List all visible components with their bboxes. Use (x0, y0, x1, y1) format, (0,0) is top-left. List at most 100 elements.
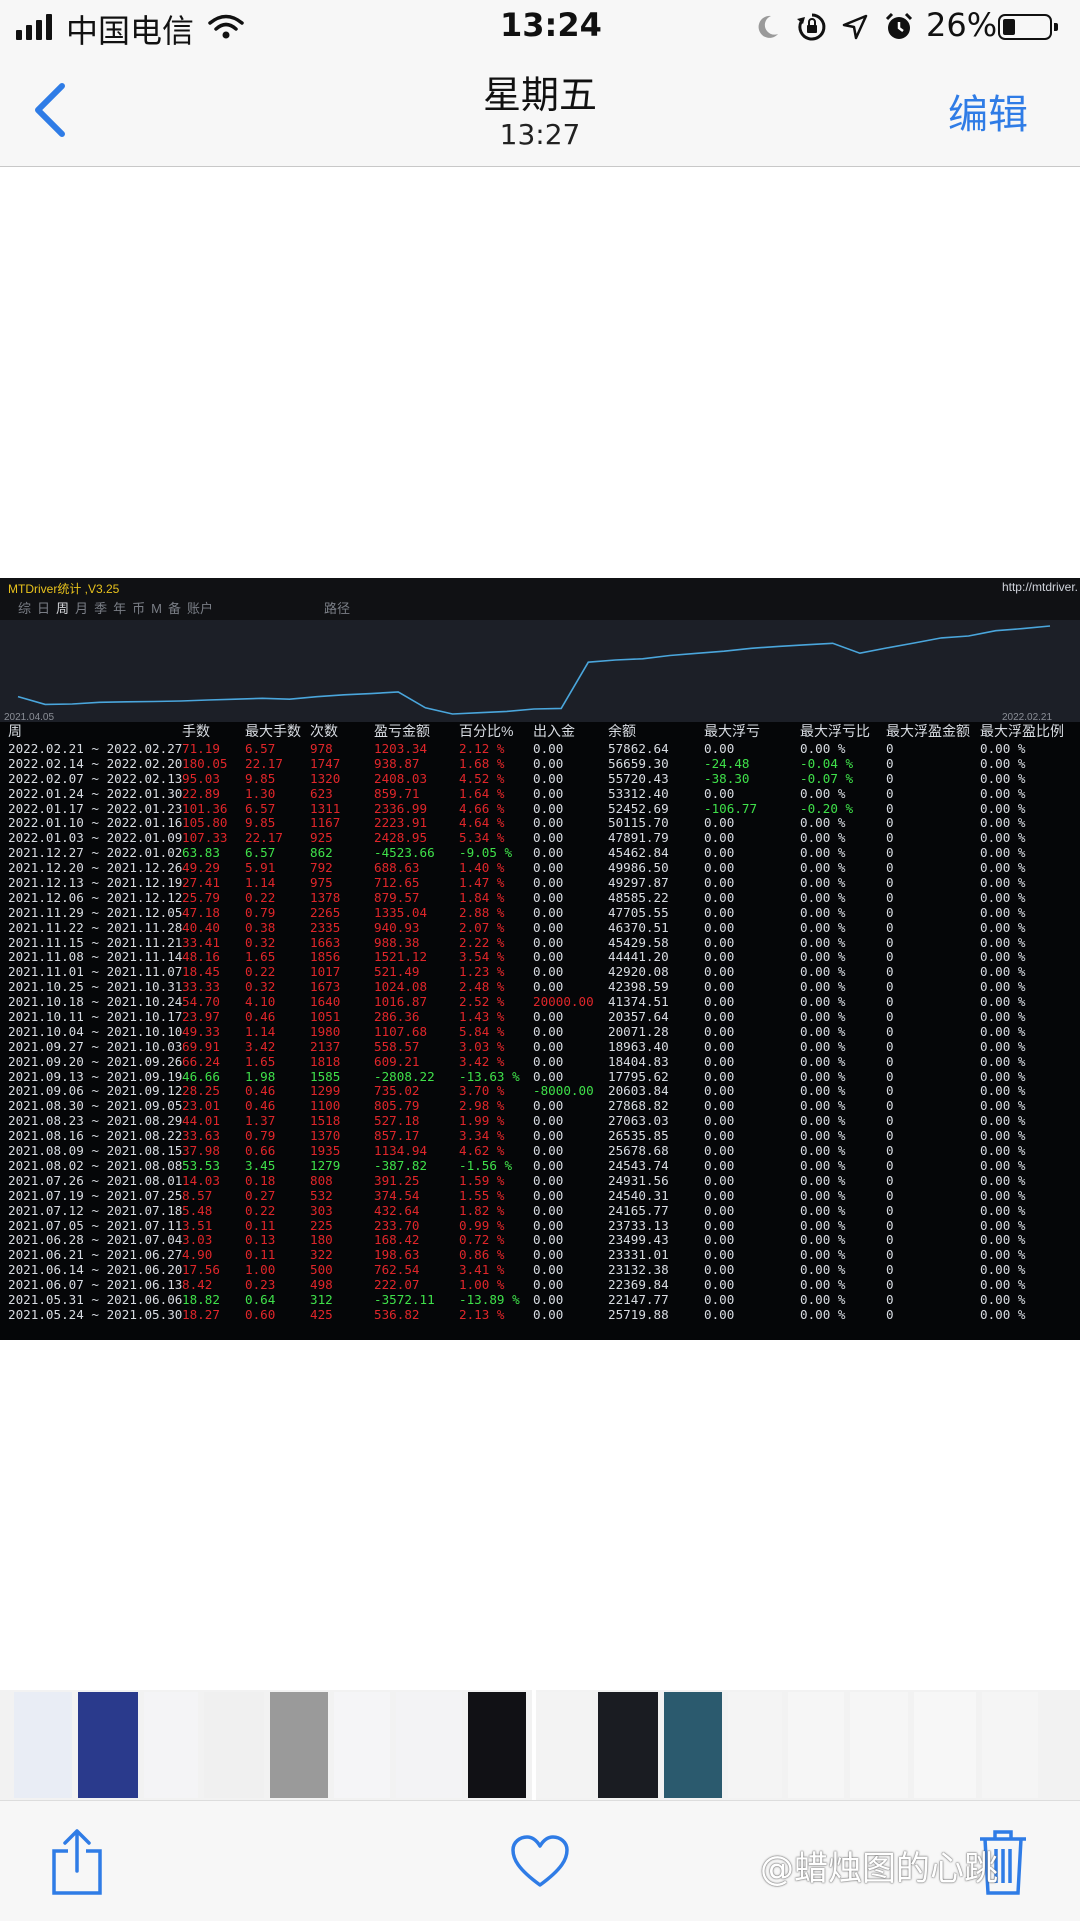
table-cell: 49.33 (182, 1023, 220, 1039)
table-cell: 14.03 (182, 1172, 220, 1188)
table-cell: 1663 (310, 934, 341, 950)
table-cell: 45462.84 (608, 845, 669, 861)
table-cell: 0.00 (533, 741, 564, 756)
table-cell: 5.91 (245, 860, 276, 876)
table-cell: 1.59 % (459, 1172, 505, 1188)
table-cell: 0 (886, 1172, 894, 1188)
period-tab[interactable]: 周 (56, 601, 70, 616)
filmstrip-thumbnail[interactable] (396, 1692, 462, 1798)
filmstrip-thumbnail[interactable] (598, 1692, 658, 1798)
table-cell: 623 (310, 785, 333, 801)
table-cell: 53312.40 (608, 785, 669, 801)
filmstrip-thumbnail[interactable] (144, 1692, 198, 1798)
table-cell: 0.00 (704, 949, 735, 965)
table-cell: 2021.12.20 ~ 2021.12.26 (8, 860, 183, 876)
table-cell: 1.55 % (459, 1187, 505, 1203)
heart-icon[interactable] (510, 1835, 570, 1889)
table-cell: 0.00 % (800, 1262, 846, 1278)
column-header: 百分比% (459, 723, 514, 739)
table-cell: 2021.09.06 ~ 2021.09.12 (8, 1083, 183, 1099)
table-cell: 0 (886, 919, 894, 935)
table-cell: 3.51 (182, 1217, 213, 1233)
table-cell: 0.00 % (800, 1291, 846, 1307)
table-cell: 0.00 (704, 1128, 735, 1144)
table-cell: 0.00 % (800, 994, 846, 1010)
back-button[interactable] (22, 78, 82, 138)
filmstrip-thumbnail[interactable] (204, 1692, 264, 1798)
table-cell: 1.40 % (459, 860, 505, 876)
table-row: 2022.02.14 ~ 2022.02.20 180.05 22.17 1747 93… (0, 755, 1080, 772)
table-cell: 0 (886, 800, 894, 816)
table-cell: 792 (310, 860, 333, 876)
table-cell: 25.79 (182, 889, 220, 905)
table-cell: 0 (886, 1113, 894, 1129)
orientation-lock-icon (797, 13, 826, 41)
filmstrip-thumbnail[interactable] (914, 1692, 976, 1798)
period-tab[interactable]: M (151, 601, 162, 616)
table-row: 2021.06.07 ~ 2021.06.13 8.42 0.23 498 222.07… (0, 1277, 1080, 1293)
filmstrip-thumbnail[interactable] (850, 1692, 908, 1798)
table-cell: 0.00 (533, 979, 564, 995)
table-cell: 1134.94 (374, 1143, 428, 1159)
table-cell: 1518 (310, 1113, 341, 1129)
filmstrip-thumbnail[interactable] (270, 1692, 328, 1798)
filmstrip-thumbnail[interactable] (788, 1692, 844, 1798)
filmstrip-thumbnail[interactable] (14, 1692, 72, 1798)
period-tab[interactable]: 月 (75, 601, 89, 616)
table-cell: 0.00 % (800, 904, 846, 920)
table-row: 2021.09.13 ~ 2021.09.19 46.66 1.98 1585 -280… (0, 1069, 1080, 1085)
period-tab[interactable]: 日 (37, 601, 51, 616)
table-cell: 2021.06.21 ~ 2021.06.27 (8, 1247, 183, 1263)
table-cell: 107.33 (182, 830, 228, 846)
table-cell: 1100 (310, 1098, 341, 1114)
filmstrip-thumbnail[interactable] (532, 1692, 592, 1798)
table-cell: 0.00 % (980, 1232, 1026, 1248)
period-tab[interactable]: 综 (18, 601, 32, 616)
table-cell: 0.00 % (980, 800, 1026, 816)
table-cell: 0.00 % (800, 1098, 846, 1114)
table-cell: 0 (886, 934, 894, 950)
table-cell: 805.79 (374, 1098, 420, 1114)
filmstrip-thumbnail[interactable] (468, 1692, 526, 1798)
table-cell: 4.66 % (459, 800, 505, 816)
table-cell: 0.00 (533, 815, 564, 831)
table-cell: 2021.10.04 ~ 2021.10.10 (8, 1023, 183, 1039)
table-cell: 857.17 (374, 1128, 420, 1144)
table-cell: 33.33 (182, 979, 220, 995)
period-tab[interactable]: 备 (167, 601, 181, 616)
photo-viewer[interactable]: MTDriver统计 ,V3.25 http://mtdriver. 综日周月季… (0, 167, 1080, 1690)
filmstrip-thumbnail[interactable] (78, 1692, 138, 1798)
table-cell: 0 (886, 904, 894, 920)
table-cell: 1.00 (245, 1262, 276, 1278)
filmstrip-thumbnail[interactable] (664, 1692, 722, 1798)
table-cell: 0.00 (704, 875, 735, 891)
table-cell: 0.00 % (980, 934, 1026, 950)
table-cell: 1.14 (245, 1023, 276, 1039)
table-cell: 3.41 % (459, 1262, 505, 1278)
table-cell: 0.00 % (800, 1247, 846, 1263)
share-icon[interactable] (50, 1827, 104, 1897)
filmstrip-thumbnail[interactable] (728, 1692, 782, 1798)
photo-filmstrip[interactable] (0, 1690, 1080, 1800)
edit-button[interactable]: 编辑 (948, 92, 1028, 138)
filmstrip-thumbnail[interactable] (334, 1692, 390, 1798)
period-tab[interactable]: 年 (113, 601, 127, 616)
period-tab[interactable]: 季 (94, 601, 108, 616)
trash-icon[interactable] (978, 1827, 1028, 1897)
table-cell: 322 (310, 1247, 333, 1263)
table-cell: 2021.08.16 ~ 2021.08.22 (8, 1128, 183, 1144)
table-cell: 2021.08.23 ~ 2021.08.29 (8, 1113, 183, 1129)
period-tab[interactable]: 账户 (186, 601, 213, 616)
table-row: 2021.07.26 ~ 2021.08.01 14.03 0.18 808 391.2… (0, 1172, 1080, 1189)
table-row: 2021.06.21 ~ 2021.06.27 4.90 0.11 322 198.63… (0, 1247, 1080, 1263)
table-cell: 25678.68 (608, 1143, 669, 1159)
table-cell: 0 (886, 1187, 894, 1203)
period-tab[interactable]: 币 (132, 601, 146, 616)
filmstrip-thumbnail[interactable] (982, 1692, 1038, 1798)
table-cell: 0 (886, 964, 894, 980)
table-cell: 3.34 % (459, 1128, 505, 1144)
table-cell: 0.00 (533, 1172, 564, 1188)
table-cell: 0.00 % (980, 815, 1026, 831)
table-cell: 0.00 % (980, 1291, 1026, 1307)
table-cell: -24.48 (704, 755, 750, 771)
